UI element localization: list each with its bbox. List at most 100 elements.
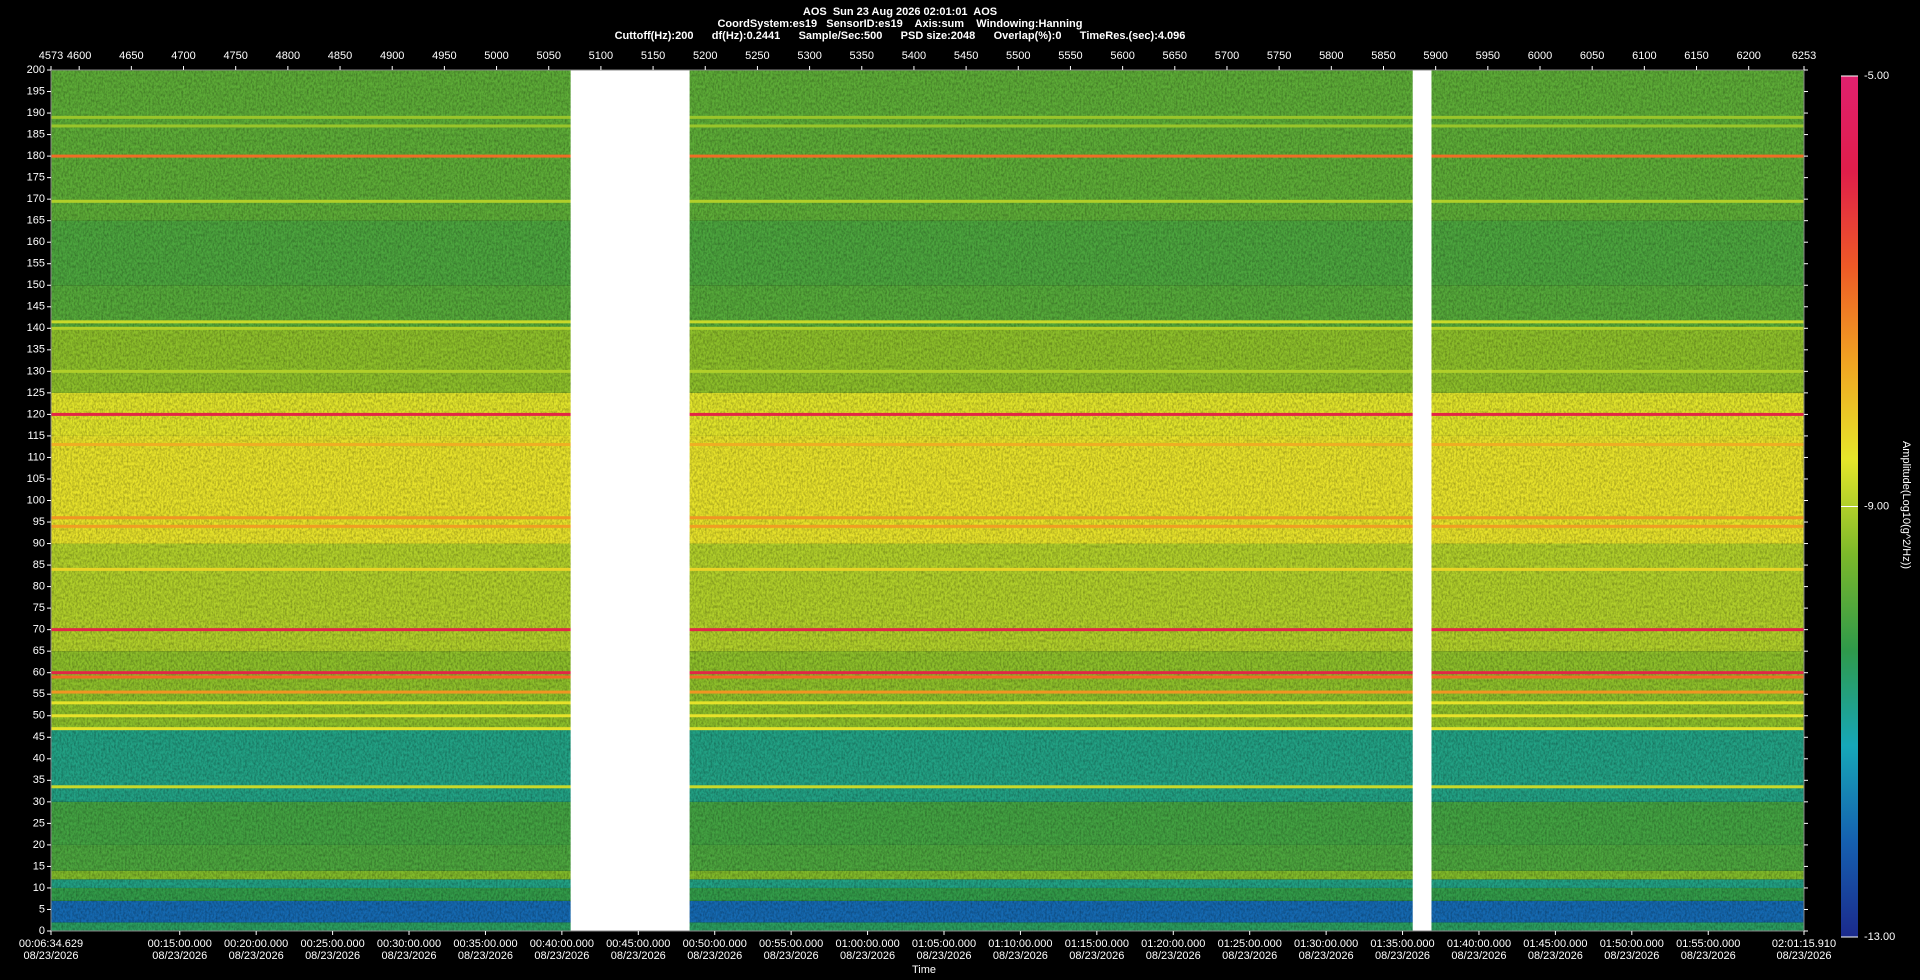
x-tick-label: 4750 — [223, 50, 247, 62]
y-tick-label: 5 — [39, 903, 45, 915]
x-tick-label: 6253 — [1792, 50, 1816, 62]
time-tick-label: 00:45:00.000 — [606, 938, 670, 950]
time-tick-date: 08/23/2026 — [229, 950, 284, 962]
x-tick-label: 5900 — [1423, 50, 1447, 62]
time-tick-label: 00:35:00.000 — [453, 938, 517, 950]
time-tick-label: 00:50:00.000 — [683, 938, 747, 950]
x-tick-label: 5150 — [641, 50, 665, 62]
x-tick-label: 5000 — [484, 50, 508, 62]
y-tick-label: 95 — [33, 516, 45, 528]
time-tick-date: 08/23/2026 — [916, 950, 971, 962]
x-tick-label: 4600 — [67, 50, 91, 62]
spectral-line — [51, 412, 1804, 416]
y-tick-label: 115 — [27, 430, 45, 442]
time-tick-label: 00:55:00.000 — [759, 938, 823, 950]
x-tick-label: 5050 — [536, 50, 560, 62]
chart-title: AOS Sun 23 Aug 2026 02:01:01 AOS — [803, 6, 997, 18]
x-tick-label: 5600 — [1110, 50, 1134, 62]
y-tick-label: 185 — [27, 128, 45, 140]
y-tick-label: 105 — [27, 473, 45, 485]
spectral-line — [51, 675, 1804, 679]
time-tick-label: 01:40:00.000 — [1447, 938, 1511, 950]
time-tick-date: 08/23/2026 — [1375, 950, 1430, 962]
spectral-line — [51, 567, 1804, 571]
time-tick-date: 08/23/2026 — [1146, 950, 1201, 962]
time-tick-label: 00:40:00.000 — [530, 938, 594, 950]
x-tick-label: 5450 — [954, 50, 978, 62]
y-tick-label: 60 — [33, 667, 45, 679]
time-tick-date: 08/23/2026 — [611, 950, 666, 962]
y-tick-label: 30 — [33, 796, 45, 808]
time-tick-label: 01:10:00.000 — [988, 938, 1052, 950]
time-tick-label: 01:20:00.000 — [1141, 938, 1205, 950]
time-tick-date: 08/23/2026 — [381, 950, 436, 962]
time-tick-label: 01:45:00.000 — [1523, 938, 1587, 950]
colorbar-tick-label: -9.00 — [1864, 500, 1889, 512]
y-tick-label: 160 — [27, 236, 45, 248]
y-tick-label: 25 — [33, 817, 45, 829]
y-tick-label: 125 — [27, 387, 45, 399]
x-tick-label: 6200 — [1736, 50, 1760, 62]
x-tick-label: 4850 — [328, 50, 352, 62]
spectral-line — [51, 320, 1804, 324]
y-tick-label: 80 — [33, 581, 45, 593]
time-tick-date: 08/23/2026 — [1604, 950, 1659, 962]
data-gap — [1412, 70, 1432, 931]
spectral-line — [51, 727, 1804, 731]
time-tick-label: 02:01:15.910 — [1772, 938, 1836, 950]
y-tick-label: 200 — [27, 64, 45, 76]
x-axis-label: Time — [912, 964, 936, 976]
y-tick-label: 90 — [33, 537, 45, 549]
x-tick-label: 4573 — [39, 50, 63, 62]
x-tick-label: 5700 — [1215, 50, 1239, 62]
colorbar-label: Amplitude(Log10(g^2/Hz)) — [1900, 441, 1912, 569]
time-tick-label: 00:20:00.000 — [224, 938, 288, 950]
time-tick-date: 08/23/2026 — [1222, 950, 1277, 962]
x-tick-label: 4900 — [380, 50, 404, 62]
time-tick-label: 00:30:00.000 — [377, 938, 441, 950]
y-tick-label: 140 — [27, 322, 45, 334]
y-tick-label: 155 — [27, 258, 45, 270]
time-tick-date: 08/23/2026 — [458, 950, 513, 962]
y-tick-label: 55 — [33, 688, 45, 700]
y-tick-label: 0 — [39, 925, 45, 937]
spectral-line — [51, 524, 1804, 528]
x-tick-label: 5100 — [589, 50, 613, 62]
spectral-line — [51, 369, 1804, 373]
time-tick-date: 08/23/2026 — [1069, 950, 1124, 962]
y-tick-label: 75 — [33, 602, 45, 614]
y-tick-label: 50 — [33, 710, 45, 722]
spectral-line — [51, 701, 1804, 705]
y-tick-label: 45 — [33, 731, 45, 743]
x-tick-label: 5750 — [1267, 50, 1291, 62]
x-tick-label: 6000 — [1528, 50, 1552, 62]
spectral-line — [51, 671, 1804, 675]
y-tick-label: 180 — [27, 150, 45, 162]
time-tick-label: 00:25:00.000 — [300, 938, 364, 950]
spectral-line — [51, 785, 1804, 789]
spectral-line — [51, 154, 1804, 158]
y-tick-label: 110 — [27, 451, 45, 463]
y-tick-label: 170 — [27, 193, 45, 205]
y-tick-label: 120 — [27, 408, 45, 420]
y-tick-label: 195 — [27, 85, 45, 97]
y-tick-label: 35 — [33, 774, 45, 786]
time-tick-label: 01:30:00.000 — [1294, 938, 1358, 950]
x-tick-label: 6150 — [1684, 50, 1708, 62]
spectral-line — [51, 326, 1804, 330]
y-tick-label: 175 — [27, 172, 45, 184]
y-tick-label: 70 — [33, 624, 45, 636]
time-tick-date: 08/23/2026 — [1451, 950, 1506, 962]
y-tick-label: 145 — [27, 301, 45, 313]
time-tick-date: 08/23/2026 — [1299, 950, 1354, 962]
time-tick-date: 08/23/2026 — [687, 950, 742, 962]
time-tick-date: 08/23/2026 — [1681, 950, 1736, 962]
x-tick-label: 5950 — [1476, 50, 1500, 62]
plot-area — [51, 70, 1804, 931]
y-tick-label: 10 — [33, 882, 45, 894]
time-tick-date: 08/23/2026 — [305, 950, 360, 962]
x-tick-label: 5300 — [797, 50, 821, 62]
time-tick-date: 08/23/2026 — [840, 950, 895, 962]
y-tick-label: 100 — [27, 494, 45, 506]
